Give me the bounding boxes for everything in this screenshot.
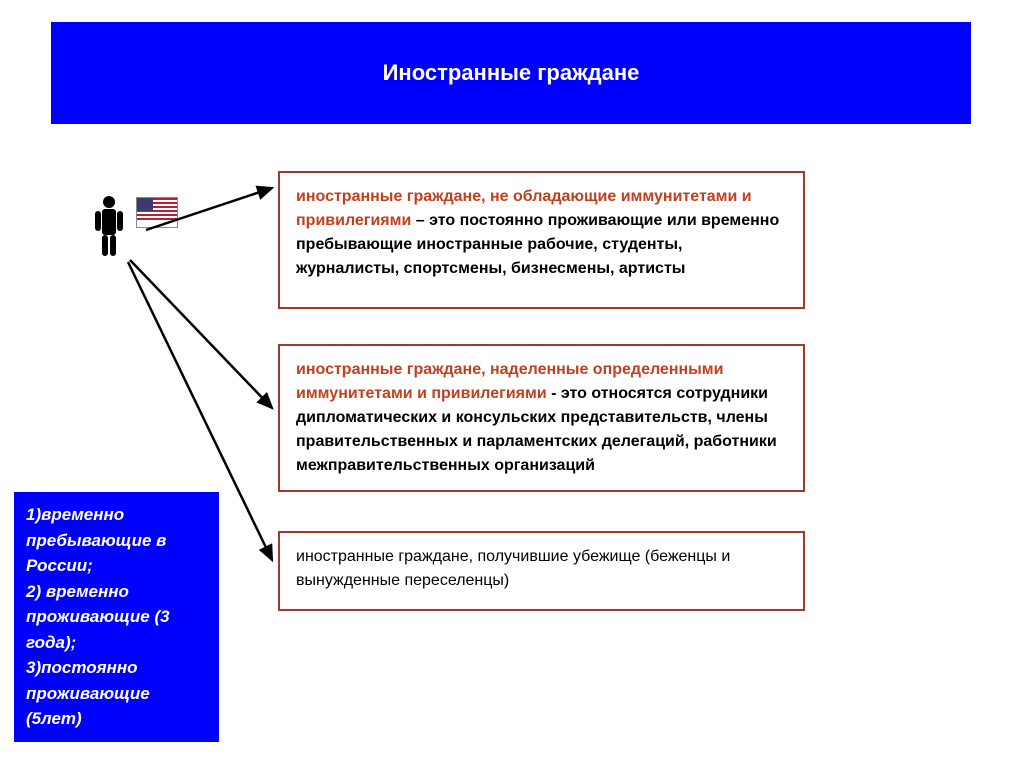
person-icon <box>92 194 126 263</box>
category-box-1: иностранные граждане, не обладающие имму… <box>278 171 805 309</box>
title-text: Иностранные граждане <box>383 60 640 86</box>
flag-icon <box>136 197 178 228</box>
category-box-2: иностранные граждане, наделенные определ… <box>278 344 805 492</box>
box3-body: иностранные граждане, получившие убежище… <box>296 548 730 589</box>
title-bar: Иностранные граждане <box>51 22 971 124</box>
sidebar-line3: 3)постоянно проживающие (5лет) <box>26 655 207 732</box>
sidebar-line1: 1)временно пребывающие в России; <box>26 502 207 579</box>
sidebar-note: 1)временно пребывающие в России; 2) врем… <box>14 492 219 742</box>
sidebar-line2: 2) временно проживающие (3 года); <box>26 579 207 656</box>
category-box-3: иностранные граждане, получившие убежище… <box>278 531 805 611</box>
